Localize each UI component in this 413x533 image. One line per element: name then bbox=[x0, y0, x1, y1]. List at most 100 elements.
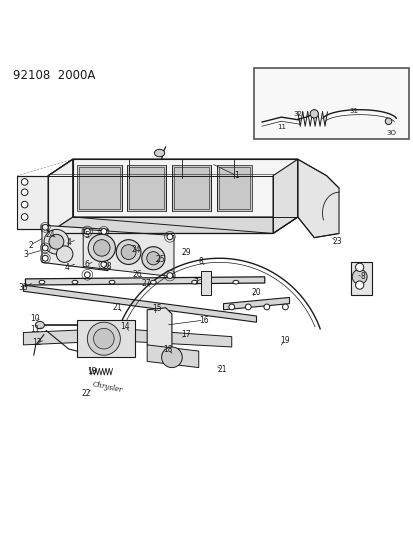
Circle shape bbox=[228, 304, 234, 310]
Text: Chrysler: Chrysler bbox=[91, 380, 123, 394]
Polygon shape bbox=[223, 297, 289, 310]
Text: 16: 16 bbox=[198, 316, 208, 325]
Circle shape bbox=[93, 240, 110, 256]
Circle shape bbox=[385, 118, 391, 125]
Text: 33: 33 bbox=[19, 284, 28, 293]
Polygon shape bbox=[48, 159, 297, 176]
Circle shape bbox=[121, 245, 136, 260]
Text: 7: 7 bbox=[192, 278, 197, 287]
Text: 8: 8 bbox=[197, 257, 202, 266]
Text: 3: 3 bbox=[23, 251, 28, 260]
Text: 17: 17 bbox=[181, 330, 191, 339]
Circle shape bbox=[101, 262, 107, 268]
Circle shape bbox=[42, 245, 48, 251]
Circle shape bbox=[116, 240, 141, 264]
Text: 13: 13 bbox=[87, 367, 97, 376]
Ellipse shape bbox=[72, 280, 78, 284]
Text: 12: 12 bbox=[32, 338, 42, 348]
Circle shape bbox=[21, 179, 28, 185]
Circle shape bbox=[21, 214, 28, 220]
Bar bbox=[254, 68, 408, 140]
Polygon shape bbox=[77, 320, 135, 357]
Text: 25: 25 bbox=[156, 255, 165, 264]
Polygon shape bbox=[73, 159, 297, 217]
Polygon shape bbox=[126, 165, 165, 211]
Ellipse shape bbox=[109, 280, 115, 284]
Text: 4: 4 bbox=[64, 263, 69, 272]
Text: 11: 11 bbox=[277, 124, 286, 130]
Text: 23: 23 bbox=[331, 237, 341, 246]
Polygon shape bbox=[42, 225, 108, 271]
Polygon shape bbox=[351, 262, 371, 295]
Ellipse shape bbox=[39, 280, 45, 284]
Text: 24: 24 bbox=[45, 230, 55, 239]
Text: 92108  2000A: 92108 2000A bbox=[13, 69, 95, 82]
Polygon shape bbox=[23, 328, 231, 347]
Circle shape bbox=[49, 235, 64, 249]
Polygon shape bbox=[83, 229, 173, 277]
Circle shape bbox=[93, 328, 114, 349]
Circle shape bbox=[142, 247, 164, 270]
Circle shape bbox=[355, 263, 363, 271]
Polygon shape bbox=[272, 159, 297, 233]
Circle shape bbox=[88, 235, 115, 262]
Text: 31: 31 bbox=[349, 108, 358, 114]
Text: 21: 21 bbox=[112, 303, 121, 312]
Circle shape bbox=[355, 281, 363, 289]
Text: 20: 20 bbox=[251, 288, 261, 296]
Polygon shape bbox=[48, 159, 73, 233]
Polygon shape bbox=[25, 277, 264, 285]
Polygon shape bbox=[17, 176, 48, 229]
Text: 18: 18 bbox=[163, 345, 172, 354]
Text: 28: 28 bbox=[102, 262, 112, 271]
Text: 21: 21 bbox=[217, 365, 227, 374]
Circle shape bbox=[101, 229, 107, 235]
Ellipse shape bbox=[154, 149, 164, 157]
Ellipse shape bbox=[35, 321, 44, 329]
Polygon shape bbox=[147, 308, 171, 351]
Text: 22: 22 bbox=[82, 389, 91, 398]
Ellipse shape bbox=[233, 280, 238, 284]
Polygon shape bbox=[217, 165, 252, 211]
Text: 3O: 3O bbox=[385, 130, 395, 136]
Circle shape bbox=[161, 347, 182, 368]
Circle shape bbox=[166, 234, 172, 240]
Polygon shape bbox=[77, 165, 122, 211]
Text: 26: 26 bbox=[133, 270, 142, 279]
Circle shape bbox=[351, 269, 366, 284]
Circle shape bbox=[87, 322, 120, 355]
Circle shape bbox=[21, 189, 28, 196]
Text: 11: 11 bbox=[30, 325, 39, 334]
Circle shape bbox=[44, 229, 69, 254]
Polygon shape bbox=[23, 285, 256, 322]
Circle shape bbox=[21, 201, 28, 208]
Circle shape bbox=[282, 304, 287, 310]
Text: 8: 8 bbox=[360, 272, 364, 281]
Text: 32: 32 bbox=[293, 111, 302, 117]
Polygon shape bbox=[297, 159, 338, 238]
Circle shape bbox=[263, 304, 269, 310]
Polygon shape bbox=[147, 345, 198, 368]
Text: 27: 27 bbox=[141, 279, 150, 288]
Circle shape bbox=[146, 252, 159, 265]
Text: 14: 14 bbox=[120, 322, 130, 331]
Text: 4: 4 bbox=[66, 238, 71, 247]
Text: 1: 1 bbox=[234, 171, 238, 180]
Text: 24: 24 bbox=[131, 246, 140, 254]
Text: 10: 10 bbox=[30, 313, 39, 322]
Text: 29: 29 bbox=[181, 247, 191, 256]
Circle shape bbox=[56, 246, 73, 262]
Text: 19: 19 bbox=[279, 336, 289, 345]
Circle shape bbox=[245, 304, 251, 310]
Ellipse shape bbox=[191, 280, 197, 284]
Circle shape bbox=[166, 273, 172, 278]
Circle shape bbox=[42, 224, 48, 230]
Ellipse shape bbox=[150, 280, 156, 284]
Circle shape bbox=[309, 110, 318, 118]
Polygon shape bbox=[171, 165, 211, 211]
Polygon shape bbox=[200, 271, 211, 295]
Text: 6: 6 bbox=[84, 260, 89, 269]
Circle shape bbox=[84, 272, 90, 278]
Text: 15: 15 bbox=[152, 304, 161, 313]
Circle shape bbox=[42, 255, 48, 261]
